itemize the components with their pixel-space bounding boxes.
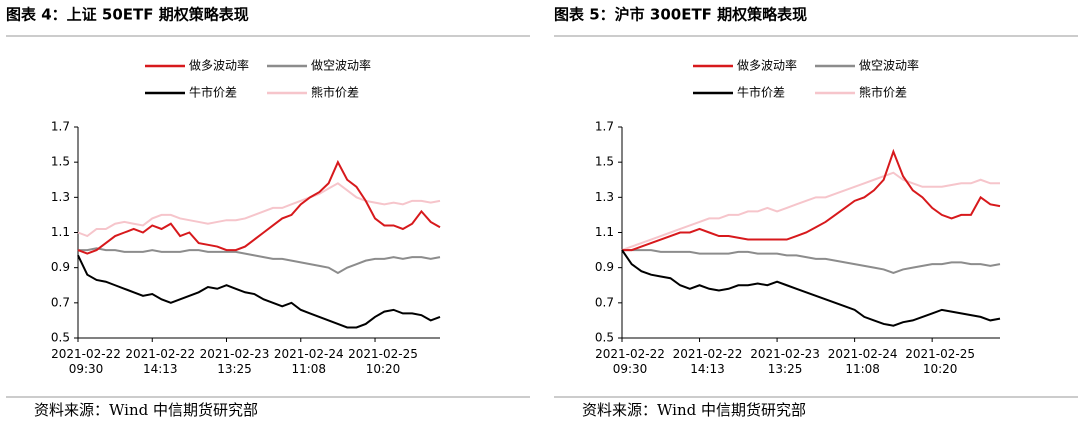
x-tick-label: 2021-02-25 10:20 bbox=[905, 347, 975, 376]
x-tick-label: 2021-02-24 11:08 bbox=[828, 347, 898, 376]
x-tick-label: 2021-02-22 14:13 bbox=[125, 347, 195, 376]
y-tick-label: 1.3 bbox=[595, 190, 614, 204]
x-tick-label: 2021-02-25 10:20 bbox=[348, 347, 418, 376]
y-tick-label: 1.1 bbox=[595, 225, 614, 239]
y-tick-label: 1.7 bbox=[51, 120, 70, 134]
legend-label: 牛市价差 bbox=[737, 85, 785, 100]
series-line bbox=[77, 182, 441, 238]
legend-label: 熊市价差 bbox=[311, 85, 359, 100]
series-line bbox=[77, 159, 441, 255]
x-tick-label: 2021-02-22 09:30 bbox=[595, 347, 665, 376]
chart-title: 图表 5：沪市 300ETF 期权策略表现 bbox=[554, 6, 807, 24]
series-line bbox=[78, 247, 441, 275]
x-tick-label: 2021-02-22 09:30 bbox=[51, 347, 121, 376]
x-tick-label: 2021-02-22 14:13 bbox=[673, 347, 743, 376]
y-tick-label: 0.9 bbox=[51, 260, 70, 274]
x-tick-label: 2021-02-23 13:25 bbox=[200, 347, 270, 376]
y-tick-label: 0.9 bbox=[595, 260, 614, 274]
y-tick-label: 0.5 bbox=[51, 331, 70, 345]
source: 资料来源：Wind 中信期货研究部 bbox=[34, 401, 258, 419]
legend-label: 做空波动率 bbox=[311, 58, 371, 73]
y-tick-label: 1.1 bbox=[51, 225, 70, 239]
legend-label: 做多波动率 bbox=[737, 58, 797, 73]
series-line bbox=[621, 249, 1001, 327]
source: 资料来源：Wind 中信期货研究部 bbox=[582, 401, 806, 419]
y-tick-label: 1.7 bbox=[595, 120, 614, 134]
y-tick-label: 1.5 bbox=[595, 155, 614, 169]
y-tick-label: 0.5 bbox=[595, 331, 614, 345]
legend-label: 牛市价差 bbox=[189, 85, 237, 100]
legend-label: 熊市价差 bbox=[859, 85, 907, 100]
series-line bbox=[621, 171, 1000, 252]
legend-label: 做空波动率 bbox=[859, 58, 919, 73]
series-line bbox=[77, 254, 441, 329]
x-tick-label: 2021-02-23 13:25 bbox=[750, 347, 820, 376]
series-line bbox=[622, 148, 1001, 252]
y-tick-label: 1.5 bbox=[51, 155, 70, 169]
series-line bbox=[622, 249, 1001, 275]
legend-label: 做多波动率 bbox=[189, 58, 249, 73]
chart-title: 图表 4：上证 50ETF 期权策略表现 bbox=[6, 6, 249, 24]
x-tick-label: 2021-02-24 11:08 bbox=[274, 347, 344, 376]
y-tick-label: 0.7 bbox=[51, 295, 70, 309]
y-tick-label: 0.7 bbox=[595, 295, 614, 309]
y-tick-label: 1.3 bbox=[51, 190, 70, 204]
